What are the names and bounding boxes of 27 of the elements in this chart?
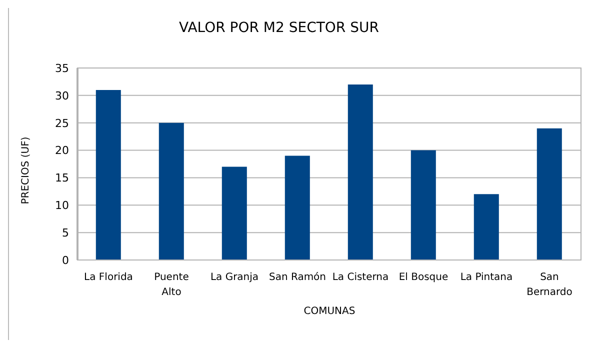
bar bbox=[222, 166, 247, 260]
x-tick-label: San Ramón bbox=[268, 272, 326, 283]
x-tick-label: La Cisterna bbox=[332, 272, 389, 283]
x-axis-title: COMUNAS bbox=[302, 306, 356, 317]
x-tick-label: San Bernardo bbox=[526, 272, 572, 298]
x-tick-label: Puente Alto bbox=[154, 272, 189, 298]
bar bbox=[284, 156, 310, 260]
y-axis-title: PRECIOS (UF) bbox=[20, 136, 32, 204]
bar bbox=[410, 150, 436, 260]
chart-title: VALOR POR M2 SECTOR SUR bbox=[178, 20, 380, 36]
bar bbox=[348, 84, 373, 260]
y-tick-label: 15 bbox=[55, 172, 69, 185]
y-tick-label: 0 bbox=[62, 254, 69, 267]
bar bbox=[96, 90, 121, 260]
x-tick-label: La Granja bbox=[210, 272, 259, 283]
y-tick-label: 10 bbox=[55, 199, 69, 212]
y-tick-label: 30 bbox=[55, 89, 69, 102]
y-tick-label: 20 bbox=[55, 144, 69, 158]
bar bbox=[474, 194, 499, 260]
bar bbox=[536, 128, 562, 260]
y-tick-label: 35 bbox=[55, 62, 69, 75]
x-tick-label: La Pintana bbox=[460, 272, 513, 283]
y-tick-label: 25 bbox=[55, 116, 69, 130]
x-tick-label: La Florida bbox=[84, 272, 133, 283]
y-tick-label: 5 bbox=[62, 226, 69, 240]
bar bbox=[158, 122, 184, 260]
x-tick-label: El Bosque bbox=[398, 272, 448, 283]
